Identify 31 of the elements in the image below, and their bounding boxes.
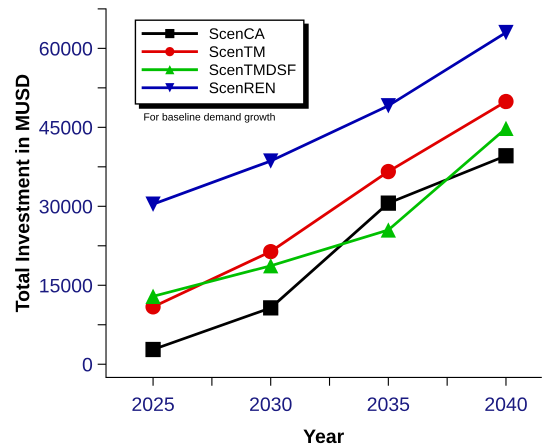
point: [145, 342, 161, 358]
point: [380, 164, 396, 180]
point: [380, 196, 396, 211]
y-tick-label: 0: [82, 358, 92, 372]
x-axis-title: Year: [303, 430, 344, 444]
point: [498, 24, 514, 40]
legend-label: ScenTM: [209, 46, 264, 58]
point: [263, 244, 278, 260]
point: [145, 288, 161, 304]
y-tick-label: 45000: [39, 120, 92, 135]
legend-label: ScenTMDSF: [209, 64, 296, 76]
point: [263, 153, 278, 169]
x-tick-label: 2035: [368, 397, 410, 412]
point: [263, 300, 278, 316]
point: [498, 120, 514, 136]
point: [263, 258, 278, 274]
x-tick-label: 2030: [250, 397, 292, 412]
legend-label: ScenREN: [209, 82, 275, 94]
annotation: For baseline demand growth: [144, 112, 275, 123]
point: [380, 222, 396, 238]
point: [498, 148, 514, 164]
point: [380, 98, 396, 114]
point: [145, 196, 161, 212]
y-tick-label: 30000: [40, 200, 92, 214]
y-tick-label: 60000: [40, 42, 92, 56]
y-axis-title: Total Investment in MUSD: [15, 74, 30, 312]
x-tick-label: 2040: [485, 397, 527, 412]
y-tick-label: 15000: [40, 278, 92, 293]
point: [498, 94, 514, 110]
x-tick-label: 2025: [132, 397, 174, 412]
legend-label: ScenCA: [209, 28, 265, 40]
